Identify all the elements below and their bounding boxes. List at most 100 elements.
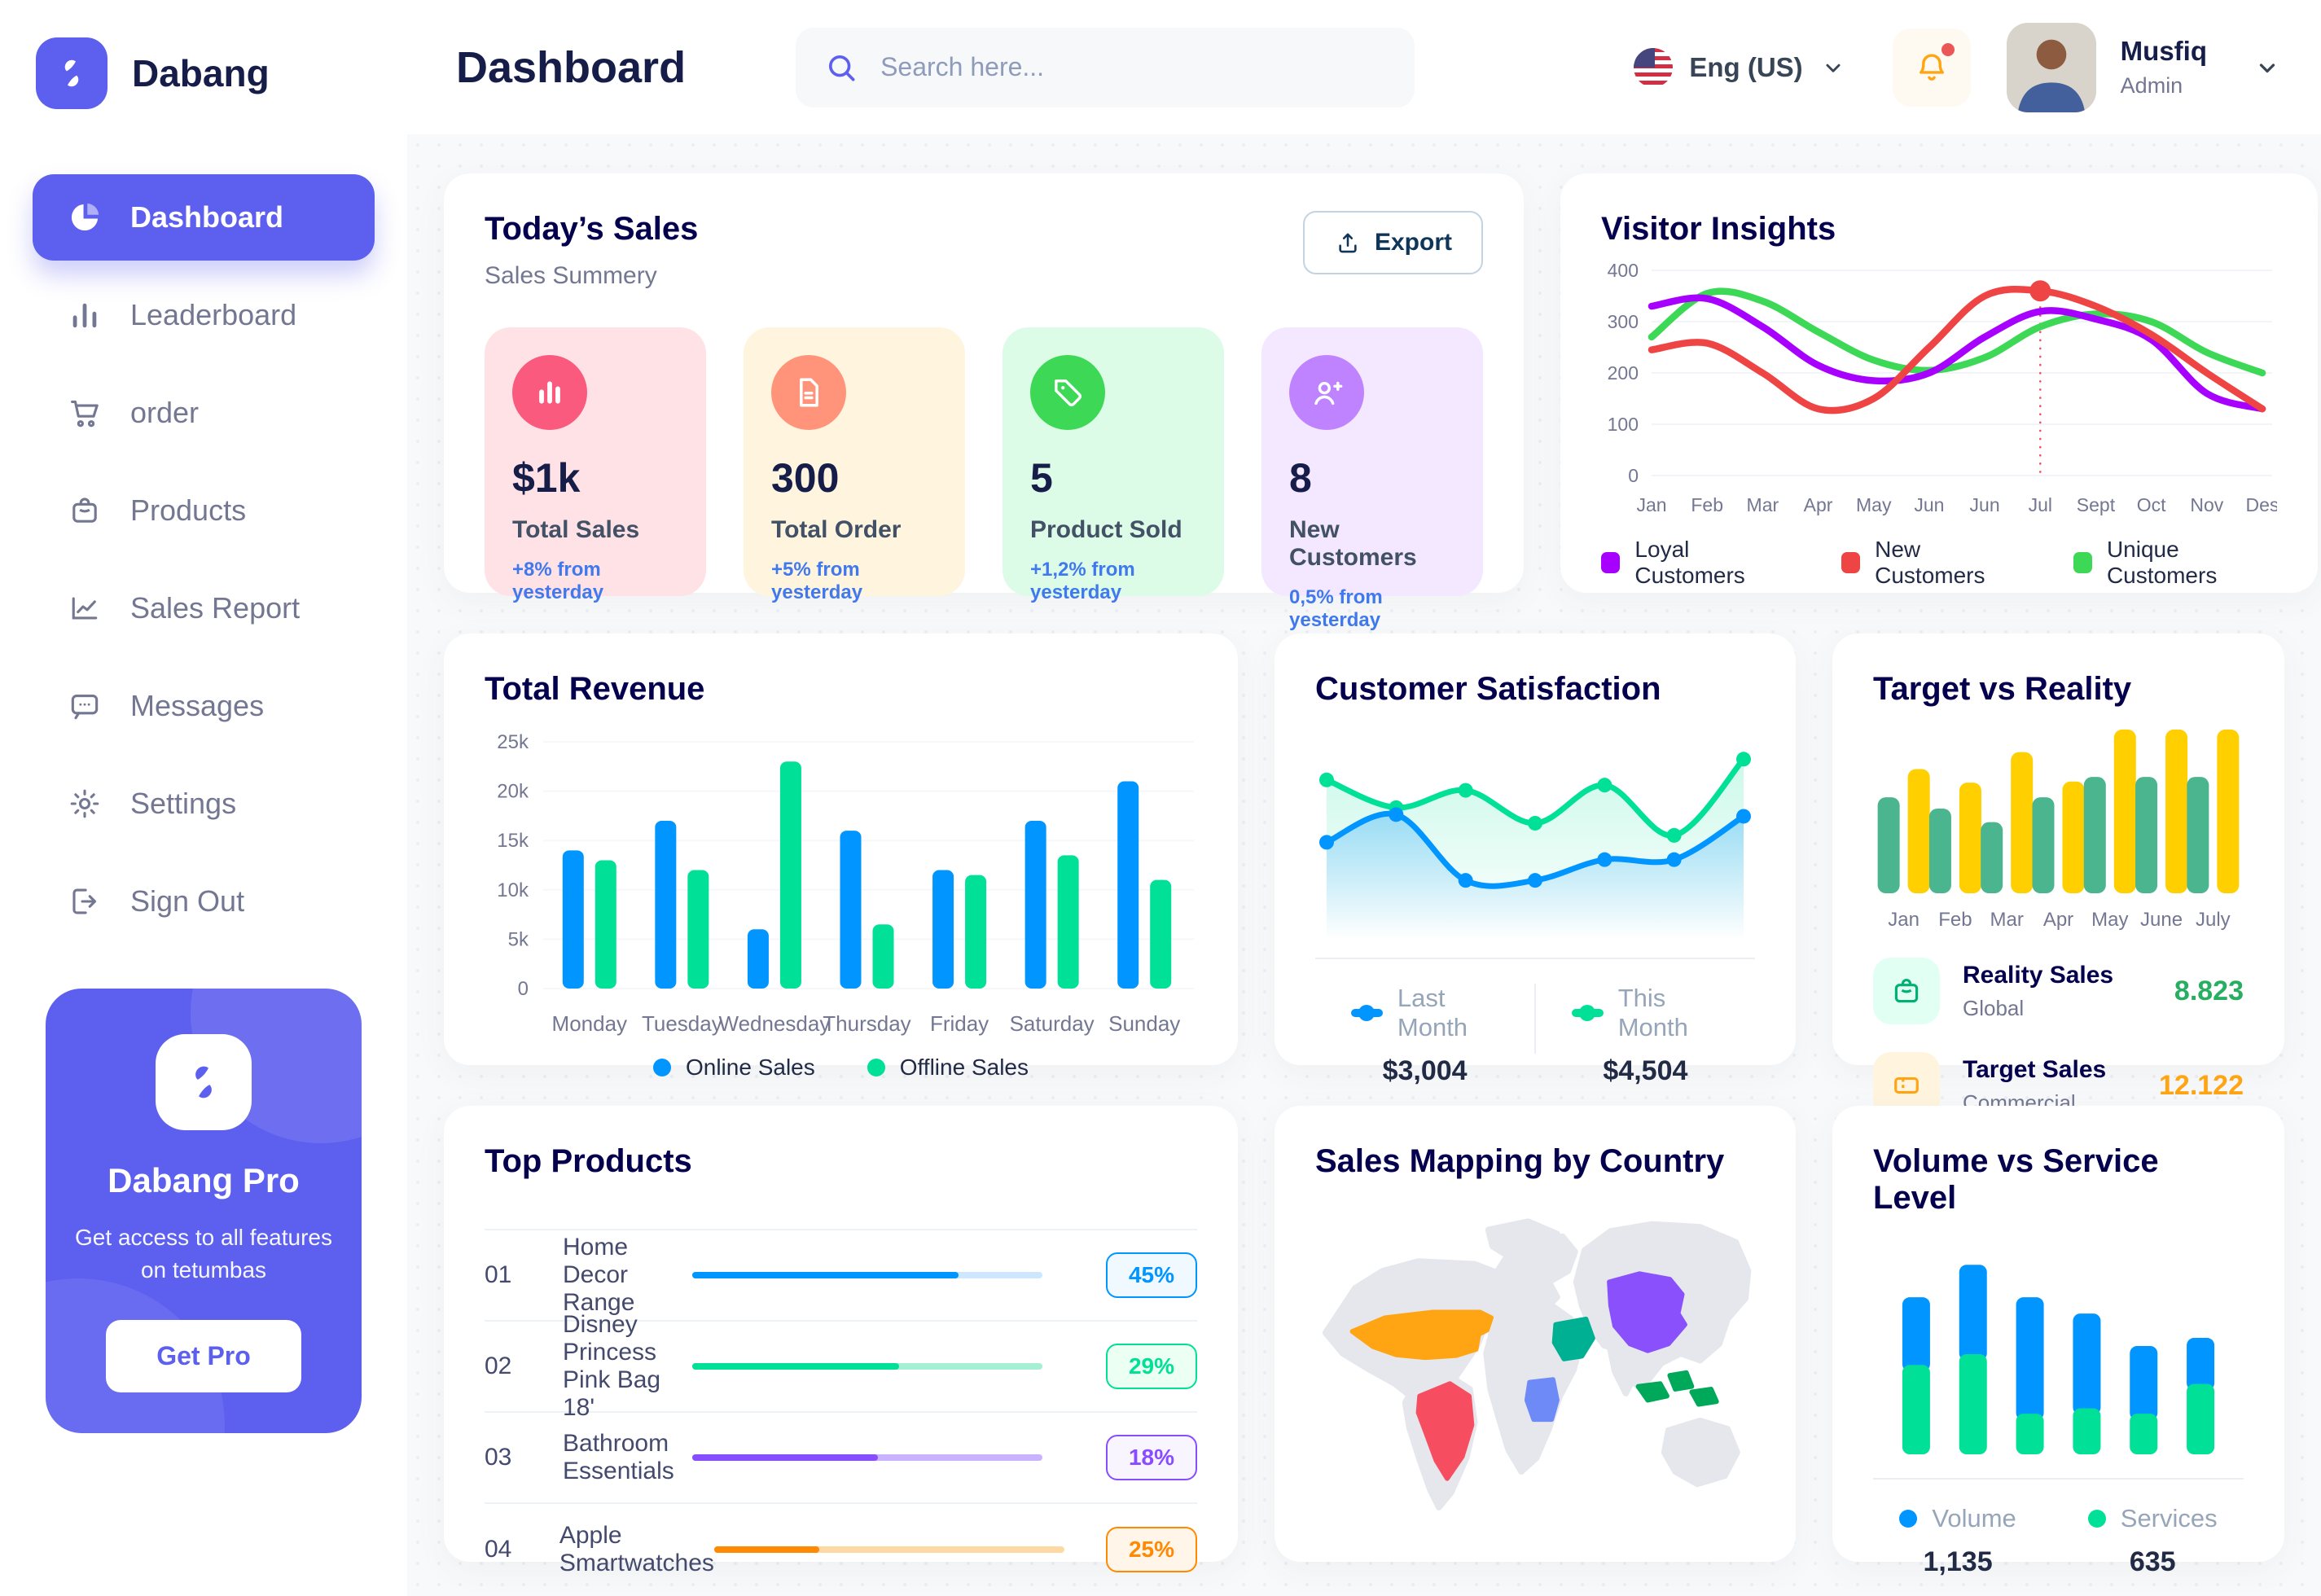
sidebar-item-leaderboard[interactable]: Leaderboard — [33, 272, 375, 358]
table-row: 02 Disney Princess Pink Bag 18' 29% — [485, 1311, 1197, 1421]
customer-satisfaction-legend: Last Month $3,004 This Month $4,504 — [1315, 984, 1755, 1087]
notification-dot — [1941, 42, 1955, 56]
total-revenue-title: Total Revenue — [485, 671, 705, 707]
top-products-table: 01 Home Decor Range 45% 02 Disney Princess P… — [485, 1208, 1197, 1595]
sidebar-item-label: Settings — [130, 787, 237, 820]
svg-text:Monday: Monday — [552, 1011, 628, 1036]
get-pro-button[interactable]: Get Pro — [106, 1320, 301, 1392]
gear-icon — [67, 786, 103, 822]
stat-value: 8 — [1289, 455, 1312, 501]
export-button[interactable]: Export — [1302, 211, 1483, 274]
legend-swatch — [1899, 1510, 1918, 1528]
product-name: Disney Princess Pink Bag 18' — [563, 1311, 661, 1421]
legend-item: This Month $4,504 — [1536, 984, 1755, 1087]
svg-text:0: 0 — [518, 978, 529, 1000]
svg-text:Mar: Mar — [1990, 909, 2024, 931]
sidebar-item-sales-report[interactable]: Sales Report — [33, 565, 375, 651]
legend-item: Offline Sales — [867, 1054, 1029, 1081]
promo-card: Dabang Pro Get access to all features on… — [46, 988, 362, 1433]
promo-subtitle: Get access to all features on tetumbas — [75, 1224, 332, 1283]
sidebar-item-settings[interactable]: Settings — [33, 761, 375, 847]
product-name: Bathroom Essentials — [563, 1430, 674, 1484]
legend-label: Services — [2120, 1504, 2218, 1532]
language-label: Eng (US) — [1689, 51, 1803, 82]
legend-label: Online Sales — [685, 1054, 815, 1080]
svg-text:Jul: Jul — [2029, 494, 2052, 515]
bagTarget-icon — [1873, 958, 1940, 1024]
table-row: 01 Home Decor Range 45% — [485, 1230, 1197, 1322]
cart-icon — [67, 395, 103, 431]
bars-icon — [67, 297, 103, 333]
customer-satisfaction-title: Customer Satisfaction — [1315, 671, 1661, 707]
sales-badge: 29% — [1105, 1344, 1197, 1389]
sidebar-item-label: order — [130, 396, 200, 429]
sidebar-item-products[interactable]: Products — [33, 467, 375, 554]
svg-text:July: July — [2196, 909, 2231, 931]
page-title: Dashboard — [456, 42, 687, 92]
visitor-insights-legend: Loyal Customers New Customers Unique Custo… — [1601, 537, 2277, 589]
table-row: 03 Bathroom Essentials 18% — [485, 1413, 1197, 1504]
pie-icon — [67, 200, 103, 235]
legend-label: Offline Sales — [899, 1054, 1029, 1080]
legend-item: New Customers — [1841, 537, 2021, 589]
svg-text:400: 400 — [1608, 260, 1639, 281]
legend-swatch — [2087, 1510, 2106, 1528]
volume-vs-service-legend: Volume 1,135 Services 635 — [1873, 1504, 2244, 1578]
language-selector[interactable]: Eng (US) — [1634, 47, 1846, 87]
sidebar-menu: Dashboard Leaderboard order Products Sales R… — [33, 174, 375, 945]
main-content: Today’s Sales Sales Summery Export $1k To… — [407, 134, 2321, 1596]
legend-label: Last Month — [1397, 984, 1468, 1041]
legend-swatch — [867, 1059, 885, 1076]
stat-label: Total Order — [771, 516, 902, 543]
visitor-insights-chart: 0 100 200 300 400 Jan Feb Mar Apr May Jun Jun Jul Sep… — [1601, 248, 2279, 528]
svg-text:Jun: Jun — [1914, 494, 1944, 515]
chevron-down-icon — [2253, 53, 2282, 82]
product-name: Apple Smartwatches — [559, 1522, 714, 1576]
product-rank: 04 — [485, 1536, 512, 1563]
avatar — [2006, 22, 2096, 112]
table-header — [485, 1208, 1197, 1230]
legend-swatch — [1571, 1009, 1604, 1017]
legend-value: $4,504 — [1603, 1055, 1688, 1086]
sidebar-item-label: Messages — [130, 689, 265, 722]
notifications-button[interactable] — [1892, 28, 1971, 107]
legend-swatch — [1601, 552, 1621, 573]
sidebar-item-label: Sign Out — [130, 884, 245, 918]
svg-text:Oct: Oct — [2137, 494, 2166, 515]
sidebar-item-messages[interactable]: Messages — [33, 663, 375, 749]
top-products-title: Top Products — [485, 1143, 692, 1179]
svg-text:May: May — [2091, 909, 2128, 931]
stat_tag-icon — [1030, 355, 1105, 430]
export-label: Export — [1374, 229, 1452, 256]
product-rank: 02 — [485, 1353, 512, 1379]
visitor-insights-title: Visitor Insights — [1601, 211, 1836, 247]
legend-title: Reality Sales — [1963, 961, 2114, 989]
chart-icon — [67, 590, 103, 626]
sales-mapping-card: Sales Mapping by Country — [1275, 1106, 1796, 1562]
sidebar-item-dashboard[interactable]: Dashboard — [33, 174, 375, 261]
svg-text:Feb: Feb — [1691, 494, 1723, 515]
stat_file-icon — [771, 355, 846, 430]
legend-separator — [1534, 984, 1536, 1054]
target-vs-reality-title: Target vs Reality — [1873, 671, 2132, 707]
sales-stats: $1k Total Sales +8% from yesterday 300 Total… — [485, 327, 1483, 631]
svg-text:Des: Des — [2246, 494, 2277, 515]
stat-tile: 5 Product Sold +1,2% from yesterday — [1003, 327, 1224, 603]
svg-text:Jan: Jan — [1888, 909, 1920, 931]
stat-tile: 8 New Customers 0,5% from yesterday — [1261, 327, 1483, 631]
todays-sales-card: Today’s Sales Sales Summery Export $1k To… — [444, 173, 1524, 631]
us-flag-icon — [1634, 47, 1674, 87]
legend-swatch — [1841, 552, 1861, 573]
volume-vs-service-chart — [1873, 1228, 2244, 1467]
user-role: Admin — [2120, 73, 2183, 98]
sidebar-item-sign-out[interactable]: Sign Out — [33, 858, 375, 945]
search-input[interactable] — [880, 52, 1388, 82]
profile-menu[interactable]: Musfiq Admin — [2006, 22, 2282, 112]
stat_user-icon — [1289, 355, 1364, 430]
sidebar-item-order[interactable]: order — [33, 370, 375, 456]
svg-text:200: 200 — [1608, 362, 1639, 384]
legend-swatch — [652, 1059, 671, 1076]
product-name: Home Decor Range — [563, 1234, 635, 1316]
promo-title: Dabang Pro — [107, 1160, 300, 1199]
